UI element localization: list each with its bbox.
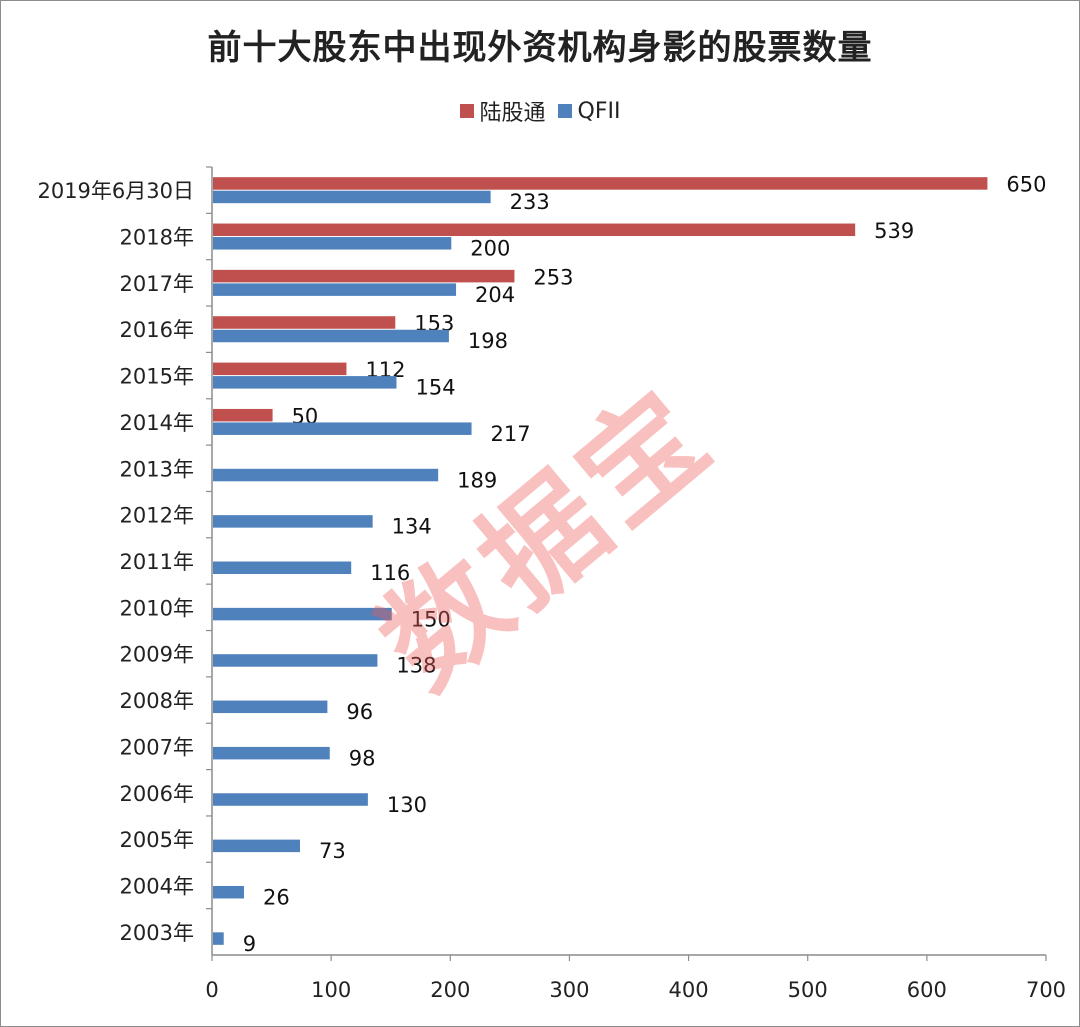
legend-swatch-lugutong [459,104,474,118]
bar-lugutong [213,223,856,237]
bar-lugutong [213,316,396,329]
bar-lugutong [213,177,988,190]
data-label-qfii: 198 [468,329,508,353]
bar-qfii [213,283,457,296]
bar-qfii [213,700,328,714]
x-tick-label: 0 [205,978,218,1002]
data-label-qfii: 96 [346,700,373,724]
x-tick-label: 200 [430,978,470,1002]
x-tick-label: 600 [907,978,947,1002]
x-tick-label: 100 [311,978,351,1002]
data-label-qfii: 26 [263,885,290,909]
y-tick-label: 2008年 [120,689,194,713]
y-tick-label: 2009年 [120,643,194,667]
bar-qfii [213,839,300,853]
data-label-qfii: 116 [370,561,410,585]
data-label-qfii: 217 [491,422,531,446]
bar-lugutong [213,362,347,376]
data-label-lugutong: 539 [874,219,914,243]
data-label-lugutong: 650 [1006,173,1046,197]
chart-title: 前十大股东中出现外资机构身影的股票数量 [207,28,873,68]
x-tick-label: 300 [549,978,589,1002]
y-tick-label: 2006年 [120,782,194,806]
y-tick-label: 2017年 [120,272,194,296]
x-tick-label: 400 [669,978,709,1002]
legend-label-qfii: QFII [577,98,621,124]
data-label-qfii: 233 [510,190,550,214]
x-tick-label: 700 [1026,978,1066,1002]
data-label-qfii: 138 [396,654,436,678]
data-label-qfii: 134 [392,515,432,539]
bar-qfii [213,607,392,621]
legend-label-lugutong: 陆股通 [479,101,546,126]
y-tick-label: 2015年 [120,365,194,389]
data-label-qfii: 204 [475,283,515,307]
data-label-lugutong: 253 [533,265,573,289]
data-label-qfii: 189 [457,468,497,492]
data-label-qfii: 150 [411,607,451,631]
bar-qfii [213,654,378,667]
bar-qfii [213,376,397,389]
y-tick-label: 2005年 [120,828,194,852]
bar-lugutong [213,269,515,283]
bar-qfii [213,793,368,806]
bar-qfii [213,468,439,482]
bar-qfii [213,329,449,343]
y-tick-label: 2019年6月30日 [37,179,194,203]
bar-qfii [213,190,491,204]
bar-qfii [213,515,373,528]
data-label-qfii: 73 [319,839,346,863]
data-label-qfii: 154 [415,376,455,400]
bar-lugutong [213,408,273,422]
legend-item-qfii: QFII [557,98,621,124]
x-tick-label: 500 [788,978,828,1002]
y-tick-label: 2016年 [120,318,194,342]
bar-qfii [213,561,352,574]
y-tick-label: 2011年 [120,550,194,574]
y-tick-label: 2003年 [120,921,194,945]
y-tick-label: 2012年 [120,504,194,528]
data-label-qfii: 130 [387,793,427,817]
y-tick-label: 2013年 [120,457,194,481]
y-tick-label: 2014年 [120,411,194,435]
bar-qfii [213,746,330,760]
bar-qfii [213,885,244,899]
bar-qfii [213,932,224,945]
chart-legend: 陆股通 QFII [0,95,1080,127]
data-label-qfii: 200 [470,237,510,261]
bar-qfii [213,422,472,435]
legend-item-lugutong: 陆股通 [459,95,546,127]
y-tick-label: 2007年 [120,735,194,759]
data-label-qfii: 9 [243,932,256,956]
y-tick-label: 2018年 [120,226,194,250]
legend-swatch-qfii [557,104,572,118]
data-label-qfii: 98 [349,746,376,770]
bar-qfii [213,237,452,250]
y-tick-label: 2004年 [120,874,194,898]
y-tick-label: 2010年 [120,596,194,620]
